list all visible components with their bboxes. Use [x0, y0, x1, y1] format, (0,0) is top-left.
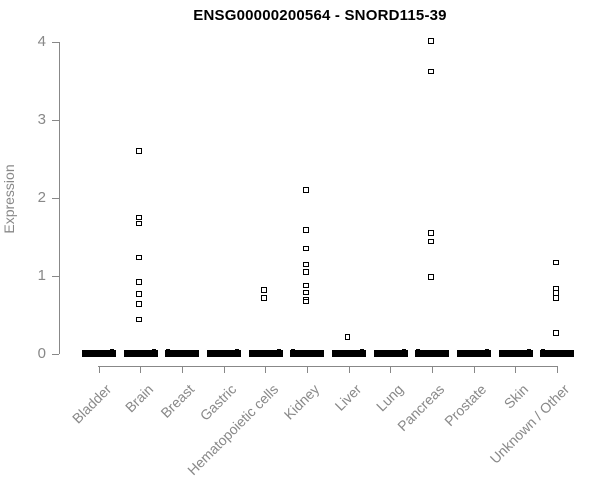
zero-cluster-point [291, 348, 296, 353]
data-point [303, 282, 309, 289]
zero-cluster-point [110, 348, 114, 353]
data-point [553, 330, 559, 336]
x-tick [306, 366, 308, 373]
data-point [428, 38, 434, 44]
y-tick [52, 353, 59, 355]
data-point [303, 187, 309, 193]
zero-cluster-bar [498, 350, 533, 357]
zero-cluster-point [526, 348, 531, 353]
data-point [428, 68, 434, 75]
zero-cluster-bar [415, 350, 450, 357]
chart-title: ENSG00000200564 - SNORD115-39 [193, 7, 447, 24]
data-point [428, 230, 434, 236]
data-point [344, 334, 351, 340]
data-point [136, 316, 142, 323]
y-tick-label: 2 [37, 189, 46, 206]
x-tick [556, 366, 558, 373]
zero-cluster-point [276, 348, 281, 353]
data-point [553, 259, 559, 266]
x-tick [223, 366, 225, 373]
data-point [136, 220, 142, 227]
data-point [261, 295, 267, 301]
data-point [428, 238, 434, 245]
zero-cluster-bar [165, 350, 200, 357]
zero-cluster-bar [207, 350, 241, 357]
data-point [261, 287, 267, 293]
data-point [303, 261, 309, 268]
zero-cluster-point [416, 348, 421, 353]
zero-cluster-point [360, 348, 365, 353]
y-tick [52, 275, 59, 277]
zero-cluster-bar [457, 350, 492, 357]
zero-cluster-bar [540, 350, 575, 357]
zero-cluster-bar [332, 350, 367, 357]
y-tick [52, 41, 59, 43]
x-tick [515, 366, 517, 373]
y-tick-label: 4 [37, 33, 46, 50]
data-point [136, 301, 142, 307]
x-tick [348, 366, 350, 373]
zero-cluster-point [166, 348, 171, 353]
zero-cluster-point [235, 348, 239, 353]
zero-cluster-bar [82, 350, 116, 357]
y-axis-line [58, 42, 60, 354]
data-point [136, 148, 142, 154]
x-tick [140, 366, 142, 373]
y-tick-label: 3 [37, 111, 46, 128]
data-point [303, 289, 309, 296]
zero-cluster-bar [373, 350, 408, 357]
data-point [303, 269, 309, 275]
zero-cluster-point [485, 348, 490, 353]
zero-cluster-point [151, 348, 156, 353]
data-point [136, 279, 142, 285]
data-point [136, 214, 142, 221]
x-axis-line [98, 366, 559, 367]
x-tick [473, 366, 475, 373]
y-tick [52, 197, 59, 199]
data-point [303, 227, 309, 233]
zero-cluster-bar [123, 350, 158, 357]
data-point [303, 245, 309, 252]
data-point [303, 298, 309, 305]
y-tick-label: 0 [37, 345, 46, 362]
x-tick [98, 366, 100, 373]
data-point [136, 291, 142, 297]
y-tick [52, 119, 59, 121]
x-tick [265, 366, 267, 373]
data-point [428, 274, 434, 280]
x-tick [390, 366, 392, 373]
x-tick [181, 366, 183, 373]
data-point [136, 254, 142, 261]
x-tick [431, 366, 433, 373]
zero-cluster-bar [290, 350, 325, 357]
zero-cluster-point [401, 348, 406, 353]
zero-cluster-bar [248, 350, 283, 357]
data-point [553, 295, 559, 301]
zero-cluster-point [541, 348, 546, 353]
y-tick-label: 1 [37, 267, 46, 284]
